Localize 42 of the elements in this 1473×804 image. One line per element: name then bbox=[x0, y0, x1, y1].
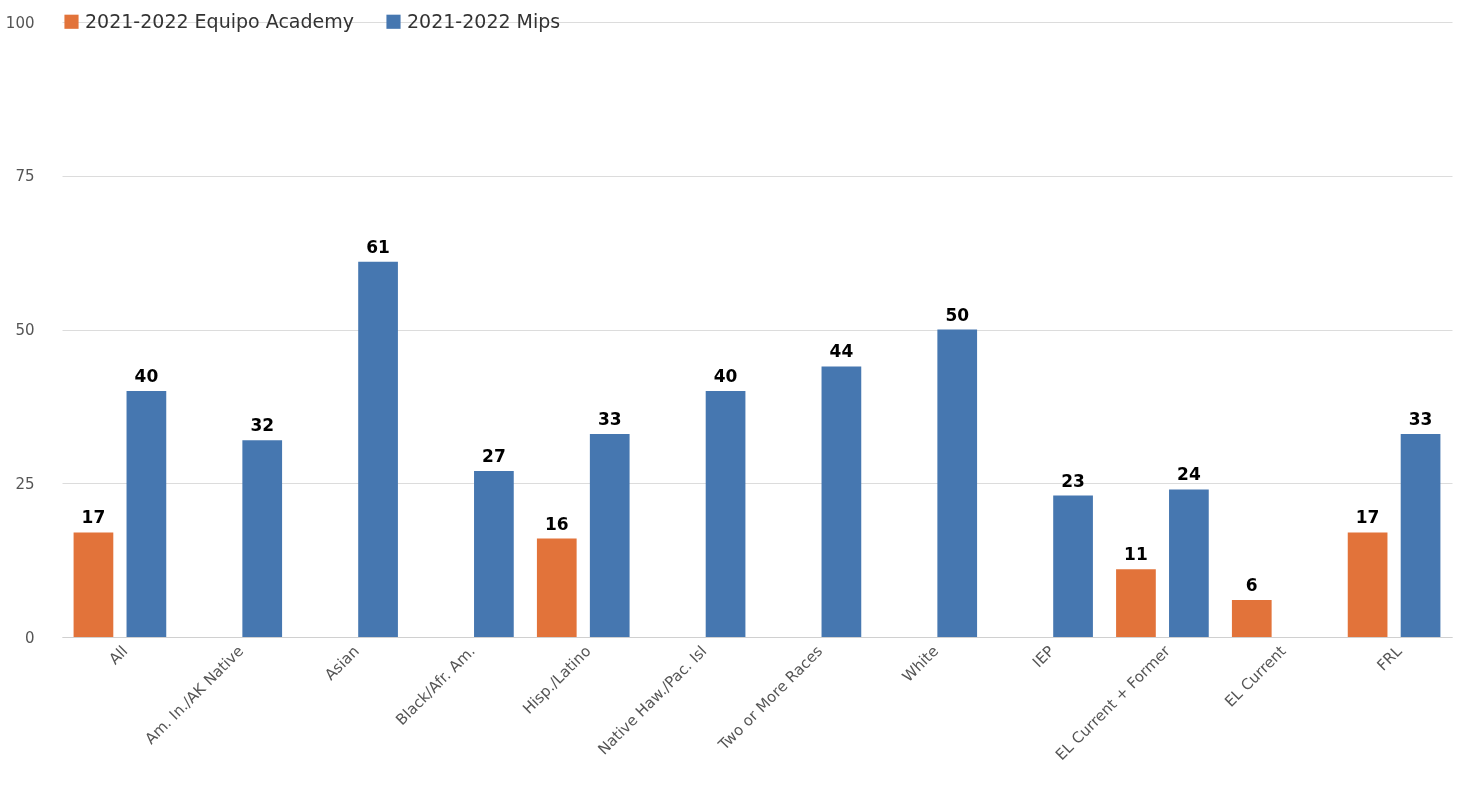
bar bbox=[1169, 489, 1209, 637]
data-label: 11 bbox=[1124, 544, 1148, 565]
data-label: 17 bbox=[1355, 507, 1380, 528]
bar bbox=[1231, 600, 1272, 637]
y-tick-label: 75 bbox=[15, 167, 35, 186]
bar bbox=[474, 470, 514, 637]
data-label: 6 bbox=[1245, 575, 1258, 596]
legend-label: 2021-2022 Mips bbox=[407, 9, 561, 32]
data-label: 16 bbox=[544, 513, 569, 534]
data-label: 40 bbox=[713, 366, 738, 386]
y-tick-label: 0 bbox=[24, 628, 35, 647]
y-tick-label: 100 bbox=[5, 13, 35, 32]
bar bbox=[705, 391, 746, 637]
data-label: 23 bbox=[1061, 470, 1085, 491]
x-tick-label: IEP bbox=[1028, 642, 1058, 672]
bar bbox=[589, 434, 630, 637]
data-label: 24 bbox=[1177, 464, 1201, 485]
data-label: 33 bbox=[1408, 409, 1433, 430]
data-label: 17 bbox=[81, 507, 106, 528]
y-tick-label: 50 bbox=[15, 321, 35, 339]
bar bbox=[358, 261, 398, 637]
y-tick-label: 25 bbox=[15, 474, 35, 493]
data-label: 27 bbox=[482, 445, 506, 466]
data-label: 44 bbox=[829, 341, 854, 362]
bar bbox=[536, 538, 577, 637]
legend-label: 2021-2022 Equipo Academy bbox=[85, 9, 354, 32]
data-label: 33 bbox=[597, 409, 622, 430]
data-label: 61 bbox=[366, 236, 390, 257]
bar bbox=[821, 366, 862, 637]
x-tick-label: FRL bbox=[1373, 641, 1406, 675]
bar bbox=[1053, 495, 1093, 637]
bar bbox=[242, 440, 283, 637]
bar bbox=[126, 391, 167, 637]
bar bbox=[73, 532, 114, 637]
bar bbox=[1347, 532, 1388, 637]
data-label: 50 bbox=[945, 304, 970, 325]
bar bbox=[1400, 434, 1441, 637]
x-tick-label: All bbox=[105, 642, 132, 668]
bar bbox=[1116, 569, 1156, 637]
data-label: 32 bbox=[250, 415, 275, 436]
data-label: 40 bbox=[134, 366, 159, 386]
bar bbox=[937, 329, 978, 637]
